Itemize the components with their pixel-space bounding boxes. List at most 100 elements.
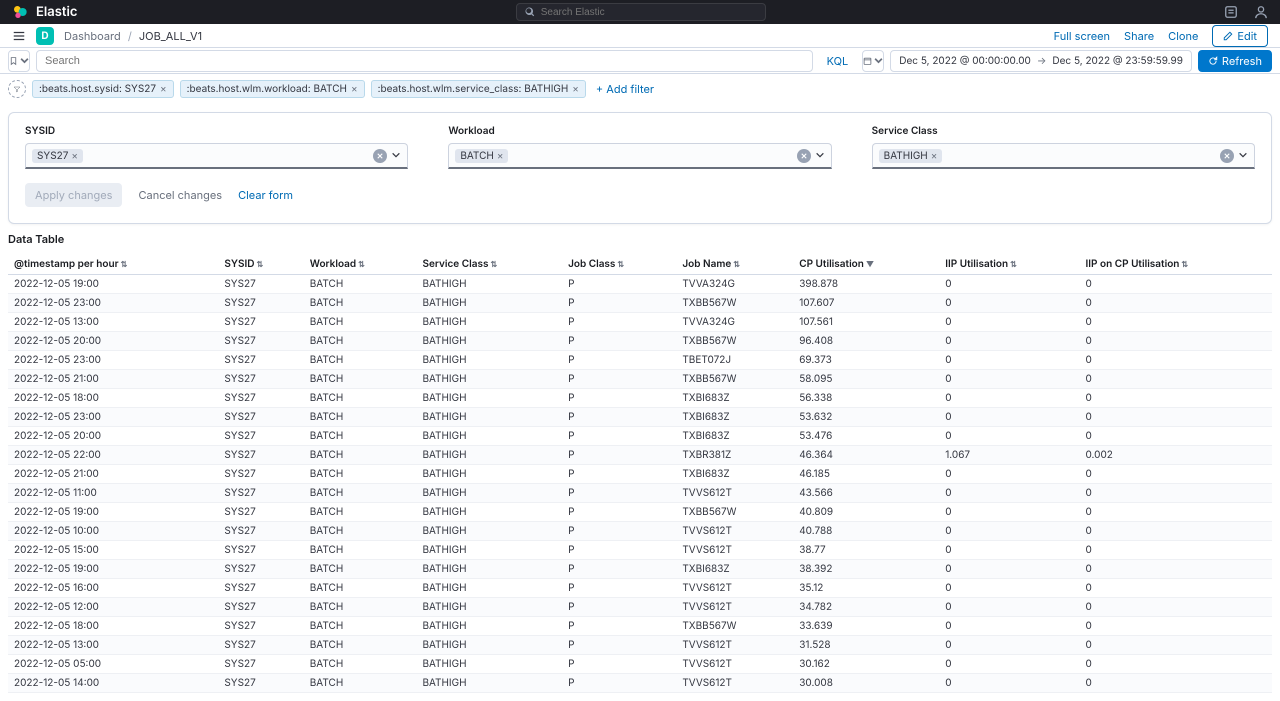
table-cell: 38.392 bbox=[793, 560, 939, 579]
add-filter-link[interactable]: + Add filter bbox=[596, 82, 654, 96]
query-input[interactable] bbox=[45, 55, 804, 67]
table-cell: BATCH bbox=[304, 655, 417, 674]
clear-form-button[interactable]: Clear form bbox=[238, 188, 293, 202]
table-cell: 0 bbox=[1080, 598, 1273, 617]
table-cell: 0 bbox=[1080, 503, 1273, 522]
filter-pill[interactable]: :beats.host.wlm.workload: BATCH × bbox=[180, 80, 365, 98]
table-cell: P bbox=[562, 294, 676, 313]
control-combobox[interactable]: SYS27× bbox=[25, 143, 408, 169]
column-header[interactable]: SYSID⇅ bbox=[218, 254, 303, 275]
table-cell: SYS27 bbox=[218, 351, 303, 370]
close-icon[interactable]: × bbox=[160, 83, 167, 95]
control-combobox[interactable]: BATCH× bbox=[448, 143, 831, 169]
table-cell: TVVS612T bbox=[676, 579, 793, 598]
filter-settings-button[interactable] bbox=[8, 80, 26, 98]
clear-icon[interactable] bbox=[797, 149, 811, 163]
sort-icon[interactable]: ⇅ bbox=[358, 259, 365, 269]
table-cell: 96.408 bbox=[793, 332, 939, 351]
global-search[interactable] bbox=[516, 3, 766, 21]
table-cell: SYS27 bbox=[218, 655, 303, 674]
chevron-down-icon[interactable] bbox=[1238, 148, 1248, 163]
filter-pill-label: :beats.host.wlm.workload: BATCH bbox=[187, 83, 347, 95]
filter-pill[interactable]: :beats.host.wlm.service_class: BATHIGH× bbox=[371, 80, 586, 98]
column-header[interactable]: Job Name⇅ bbox=[676, 254, 793, 275]
table-cell: 31.528 bbox=[793, 636, 939, 655]
table-cell: 2022-12-05 20:00 bbox=[8, 332, 218, 351]
chevron-down-icon[interactable] bbox=[391, 148, 401, 163]
edit-button[interactable]: Edit bbox=[1212, 25, 1268, 47]
table-cell: 2022-12-05 05:00 bbox=[8, 655, 218, 674]
column-header[interactable]: Job Class⇅ bbox=[562, 254, 676, 275]
column-header[interactable]: CP Utilisation▼ bbox=[793, 254, 939, 275]
table-cell: 0 bbox=[939, 408, 1079, 427]
close-icon[interactable]: × bbox=[71, 150, 78, 162]
table-row: 2022-12-05 23:00SYS27BATCHBATHIGHPTXBI68… bbox=[8, 408, 1272, 427]
user-avatar-icon[interactable] bbox=[1254, 5, 1268, 19]
control-chip[interactable]: BATHIGH× bbox=[879, 149, 943, 163]
query-input-wrapper[interactable] bbox=[36, 50, 813, 72]
filter-pill[interactable]: :beats.host.sysid: SYS27× bbox=[32, 80, 174, 98]
control-chip[interactable]: SYS27× bbox=[32, 149, 83, 163]
clone-link[interactable]: Clone bbox=[1168, 29, 1198, 43]
date-range-picker[interactable]: Dec 5, 2022 @ 00:00:00.00 → Dec 5, 2022 … bbox=[890, 50, 1192, 72]
clear-icon[interactable] bbox=[1220, 149, 1234, 163]
nav-toggle-icon[interactable] bbox=[12, 29, 26, 43]
table-cell: SYS27 bbox=[218, 579, 303, 598]
elastic-logo-icon[interactable] bbox=[12, 4, 28, 20]
column-header[interactable]: Workload⇅ bbox=[304, 254, 417, 275]
column-header[interactable]: Service Class⇅ bbox=[416, 254, 562, 275]
chevron-down-icon[interactable] bbox=[815, 148, 825, 163]
breadcrumb-section[interactable]: Dashboard bbox=[64, 29, 121, 43]
table-title: Data Table bbox=[8, 232, 1272, 246]
sort-icon[interactable]: ▼ bbox=[866, 259, 874, 269]
table-cell: P bbox=[562, 332, 676, 351]
close-icon[interactable]: × bbox=[931, 150, 938, 162]
date-quick-button[interactable] bbox=[862, 50, 884, 72]
table-cell: 0 bbox=[939, 275, 1079, 294]
app-badge[interactable]: D bbox=[36, 27, 54, 45]
kql-toggle[interactable]: KQL bbox=[819, 54, 857, 68]
close-icon[interactable]: × bbox=[497, 150, 504, 162]
refresh-button[interactable]: Refresh bbox=[1198, 50, 1272, 72]
sort-icon[interactable]: ⇅ bbox=[121, 259, 128, 269]
table-cell: BATHIGH bbox=[416, 446, 562, 465]
table-cell: 2022-12-05 23:00 bbox=[8, 351, 218, 370]
close-icon[interactable]: × bbox=[351, 83, 358, 95]
cancel-changes-button[interactable]: Cancel changes bbox=[138, 188, 222, 202]
table-cell: P bbox=[562, 275, 676, 294]
sort-icon[interactable]: ⇅ bbox=[617, 259, 624, 269]
sort-icon[interactable]: ⇅ bbox=[490, 259, 497, 269]
sort-icon[interactable]: ⇅ bbox=[1181, 259, 1188, 269]
table-cell: BATCH bbox=[304, 446, 417, 465]
table-cell: 2022-12-05 15:00 bbox=[8, 541, 218, 560]
table-cell: BATCH bbox=[304, 370, 417, 389]
table-cell: 2022-12-05 11:00 bbox=[8, 484, 218, 503]
clear-icon[interactable] bbox=[373, 149, 387, 163]
share-link[interactable]: Share bbox=[1124, 29, 1154, 43]
table-row: 2022-12-05 18:00SYS27BATCHBATHIGHPTXBB56… bbox=[8, 617, 1272, 636]
newsfeed-icon[interactable] bbox=[1224, 5, 1238, 19]
table-cell: 2022-12-05 20:00 bbox=[8, 427, 218, 446]
sort-icon[interactable]: ⇅ bbox=[257, 259, 264, 269]
close-icon[interactable]: × bbox=[572, 83, 579, 95]
table-cell: BATCH bbox=[304, 636, 417, 655]
table-row: 2022-12-05 05:00SYS27BATCHBATHIGHPTVVS61… bbox=[8, 655, 1272, 674]
table-cell: SYS27 bbox=[218, 522, 303, 541]
full-screen-link[interactable]: Full screen bbox=[1054, 29, 1110, 43]
control-chip[interactable]: BATCH× bbox=[455, 149, 508, 163]
column-header[interactable]: IIP Utilisation⇅ bbox=[939, 254, 1079, 275]
table-cell: BATHIGH bbox=[416, 370, 562, 389]
table-cell: 0 bbox=[939, 636, 1079, 655]
table-cell: 0 bbox=[1080, 427, 1273, 446]
sort-icon[interactable]: ⇅ bbox=[733, 259, 740, 269]
global-search-input[interactable] bbox=[541, 7, 757, 18]
table-cell: BATCH bbox=[304, 294, 417, 313]
sort-icon[interactable]: ⇅ bbox=[1010, 259, 1017, 269]
column-header[interactable]: @timestamp per hour⇅ bbox=[8, 254, 218, 275]
saved-query-button[interactable] bbox=[8, 50, 30, 72]
table-row: 2022-12-05 10:00SYS27BATCHBATHIGHPTVVS61… bbox=[8, 522, 1272, 541]
control-combobox[interactable]: BATHIGH× bbox=[872, 143, 1255, 169]
table-cell: P bbox=[562, 655, 676, 674]
table-cell: 2022-12-05 18:00 bbox=[8, 617, 218, 636]
column-header[interactable]: IIP on CP Utilisation⇅ bbox=[1080, 254, 1273, 275]
